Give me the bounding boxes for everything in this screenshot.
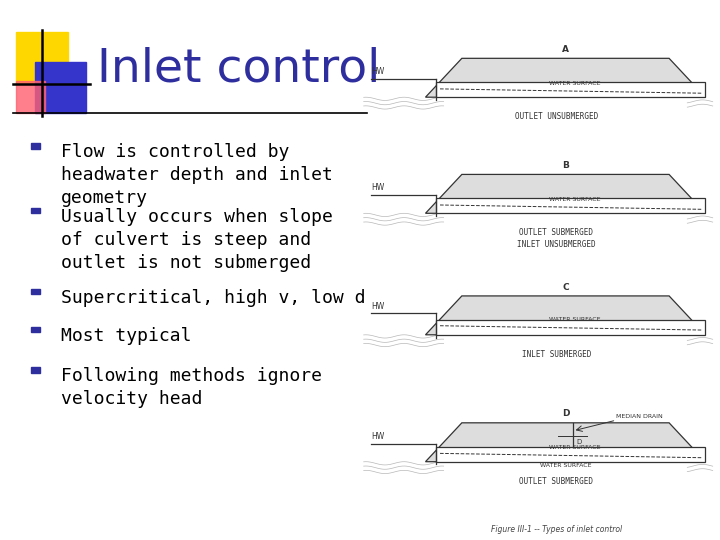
Text: A: A (562, 45, 569, 54)
Text: HW: HW (371, 302, 384, 310)
Text: WATER SURFACE: WATER SURFACE (540, 463, 591, 468)
Text: WATER SURFACE: WATER SURFACE (549, 80, 600, 86)
Bar (436, 198, 706, 213)
Bar (31, 327, 40, 332)
Bar (35, 62, 86, 113)
Text: HW: HW (371, 184, 384, 192)
Text: WATER SURFACE: WATER SURFACE (549, 445, 600, 450)
Text: OUTLET SUBMERGED
INLET UNSUBMERGED: OUTLET SUBMERGED INLET UNSUBMERGED (517, 228, 595, 248)
Polygon shape (426, 296, 706, 335)
Polygon shape (426, 423, 706, 462)
Text: Figure III-1 -- Types of inlet control: Figure III-1 -- Types of inlet control (491, 525, 622, 534)
Text: OUTLET SUBMERGED: OUTLET SUBMERGED (519, 477, 593, 486)
Text: Supercritical, high v, low d: Supercritical, high v, low d (61, 289, 366, 307)
Bar (16, 81, 45, 113)
Text: Most typical: Most typical (61, 327, 192, 345)
Text: Inlet control: Inlet control (97, 46, 380, 91)
Text: Following methods ignore
velocity head: Following methods ignore velocity head (61, 367, 323, 408)
Text: Flow is controlled by
headwater depth and inlet
geometry: Flow is controlled by headwater depth an… (61, 143, 333, 207)
Text: MEDIAN DRAIN: MEDIAN DRAIN (616, 414, 663, 419)
Text: WATER SURFACE: WATER SURFACE (549, 197, 600, 202)
Text: HW: HW (371, 68, 384, 76)
Bar (31, 208, 40, 213)
Bar (31, 289, 40, 294)
Bar (16, 32, 68, 84)
Bar (31, 367, 40, 373)
Bar (436, 320, 706, 335)
Polygon shape (426, 58, 706, 97)
Text: OUTLET UNSUBMERGED: OUTLET UNSUBMERGED (515, 112, 598, 122)
Text: WATER SURFACE: WATER SURFACE (549, 318, 600, 322)
Text: C: C (562, 282, 569, 292)
Text: HW: HW (371, 432, 384, 441)
Text: INLET SUBMERGED: INLET SUBMERGED (522, 350, 591, 359)
Bar (436, 447, 706, 462)
Text: D: D (577, 440, 582, 445)
Bar (436, 82, 706, 97)
Text: D: D (562, 409, 570, 418)
Text: B: B (562, 161, 569, 170)
Text: Usually occurs when slope
of culvert is steep and
outlet is not submerged: Usually occurs when slope of culvert is … (61, 208, 333, 272)
Bar (31, 143, 40, 148)
Polygon shape (426, 174, 706, 213)
